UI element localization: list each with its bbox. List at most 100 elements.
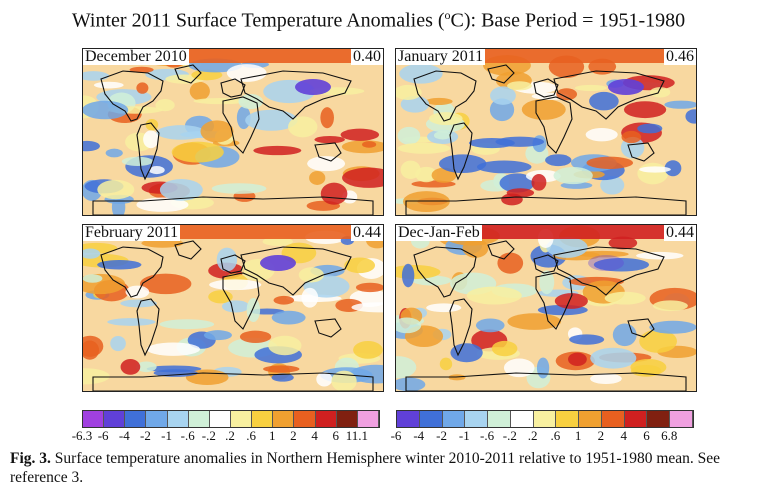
anomaly-region (340, 128, 380, 141)
caption-text: Surface temperature anomalies in Norther… (10, 450, 721, 486)
anomaly-region (400, 160, 421, 180)
scale-swatch (294, 411, 316, 427)
scale-swatch (419, 411, 443, 427)
anomaly-region (639, 329, 677, 353)
coastline (535, 96, 573, 154)
anomaly-region (239, 330, 272, 343)
anomaly-region (621, 130, 642, 144)
anomaly-region (425, 97, 453, 105)
anomaly-region (401, 263, 415, 288)
coastline (405, 372, 687, 391)
anomaly-region (110, 335, 126, 352)
anomaly-region (623, 101, 667, 119)
figure-caption: Fig. 3. Surface temperature anomalies in… (10, 449, 750, 487)
anomaly-region (268, 335, 302, 356)
scale-swatch (83, 411, 105, 427)
scale-tick-label: 11.1 (345, 428, 368, 443)
anomaly-region (153, 369, 198, 377)
scale-swatch (556, 411, 580, 427)
scale-tick-label: -6 (390, 428, 402, 443)
anomaly-region (203, 330, 232, 341)
anomaly-region (649, 320, 696, 334)
anomaly-region (568, 352, 587, 366)
caption-label: Fig. 3. (10, 450, 51, 467)
scale-swatch (167, 411, 189, 427)
scale-swatch (465, 411, 489, 427)
anomaly-region (574, 84, 607, 92)
anomaly-region (664, 160, 682, 177)
scale-swatch (670, 411, 693, 427)
scale-tick-label: 2 (597, 428, 605, 443)
anomaly-region (685, 109, 696, 124)
anomaly-region (429, 112, 463, 126)
anomaly-region (400, 95, 430, 113)
anomaly-region (397, 126, 421, 145)
anomaly-map (83, 49, 383, 215)
anomaly-region (155, 99, 175, 112)
panel-mean-value: 0.44 (351, 224, 383, 241)
scale-swatch (357, 411, 379, 427)
scale-tick-label: -4 (118, 428, 130, 443)
anomaly-region (639, 166, 671, 173)
title-prefix: Winter 2011 Surface Temperature Anomalie… (71, 9, 445, 32)
anomaly-region (593, 258, 650, 272)
anomaly-region (136, 197, 189, 212)
coastline (413, 70, 477, 122)
anomaly-region (637, 162, 669, 185)
coastline (220, 254, 246, 274)
anomaly-region (426, 303, 462, 313)
anomaly-region (396, 377, 426, 391)
anomaly-region (554, 293, 588, 309)
anomaly-region (273, 295, 295, 305)
anomaly-region (476, 160, 532, 174)
coastline (174, 240, 202, 260)
coastline (533, 254, 559, 274)
anomaly-region (316, 372, 333, 387)
anomaly-region (125, 285, 150, 299)
panel-mean-value: 0.46 (664, 48, 696, 65)
scale-tick-label: 1 (269, 428, 276, 443)
anomaly-region (83, 100, 129, 120)
degree-symbol: o (444, 8, 451, 22)
anomaly-region (143, 130, 159, 149)
coastline (405, 196, 687, 215)
anomaly-region (664, 100, 696, 109)
coastline (413, 246, 477, 298)
scale-tick-label: 4 (620, 428, 627, 443)
coastline (627, 142, 655, 162)
anomaly-region (221, 300, 250, 313)
anomaly-region (612, 323, 637, 347)
anomaly-region (159, 178, 203, 201)
coastline (449, 122, 473, 181)
scale-swatch (397, 411, 420, 427)
anomaly-region (507, 81, 532, 91)
scale-swatch (209, 411, 231, 427)
anomaly-region (491, 340, 518, 357)
anomaly-region (497, 252, 524, 274)
anomaly-region (121, 156, 154, 166)
coastline (92, 196, 374, 215)
anomaly-region (569, 334, 605, 345)
anomaly-region (93, 81, 124, 89)
coastline (449, 298, 473, 357)
coastline (535, 272, 573, 330)
scale-swatch (230, 411, 253, 427)
figure-title: Winter 2011 Surface Temperature Anomalie… (0, 8, 757, 33)
anomaly-region (148, 166, 165, 175)
scale-swatch (273, 411, 295, 427)
anomaly-region (193, 97, 249, 105)
scale-swatch (601, 411, 625, 427)
panel-label: February 2011 (83, 224, 181, 241)
coastline (136, 122, 160, 181)
anomaly-region (83, 248, 101, 259)
cold-anomaly (260, 255, 296, 271)
scale-tick-label: .2 (527, 428, 538, 443)
anomaly-region (200, 120, 234, 143)
coastline (553, 70, 665, 120)
map-panel-dec-jan-feb: Dec-Jan-Feb 0.44 (395, 224, 697, 392)
scale-tick-label: -.6 (480, 428, 495, 443)
anomaly-region (298, 267, 324, 283)
coastline (553, 246, 665, 296)
coastline (220, 78, 246, 98)
anomaly-region (439, 357, 453, 371)
